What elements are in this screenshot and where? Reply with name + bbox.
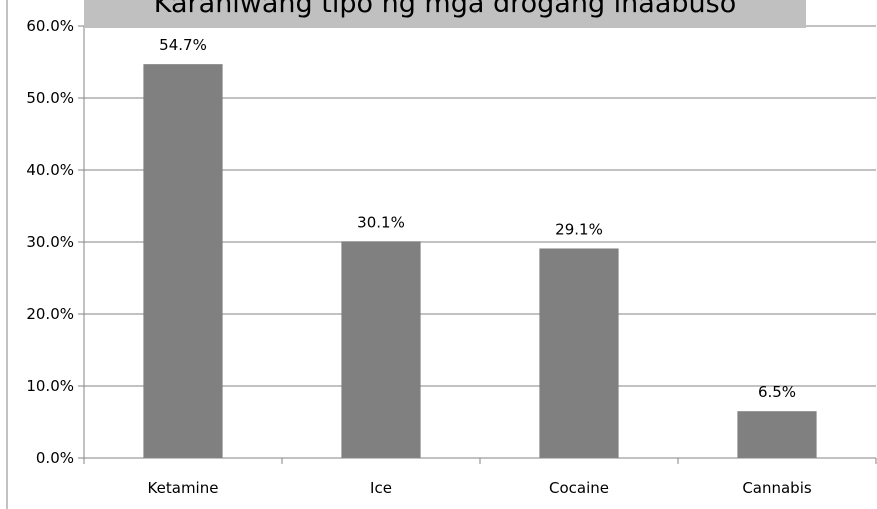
bar-ketamine [143, 64, 223, 458]
y-tick-label-0: 0.0% [36, 449, 74, 467]
y-tick-label-2: 20.0% [26, 305, 74, 323]
data-label-1: 30.1% [357, 213, 405, 231]
axes [6, 0, 877, 509]
data-label-3: 6.5% [758, 383, 796, 401]
category-label-0: Ketamine [148, 479, 219, 497]
data-label-2: 29.1% [555, 220, 603, 238]
y-tick-label-1: 10.0% [26, 377, 74, 395]
bar-cannabis [737, 411, 817, 458]
y-tick-label-4: 40.0% [26, 161, 74, 179]
category-label-3: Cannabis [742, 479, 812, 497]
bars [143, 64, 817, 458]
category-label-1: Ice [370, 479, 392, 497]
y-tick-label-5: 50.0% [26, 89, 74, 107]
category-label-2: Cocaine [549, 479, 609, 497]
y-tick-label-6: 60.0% [26, 17, 74, 35]
y-tick-label-3: 30.0% [26, 233, 74, 251]
chart-title: Karaniwang tipo ng mga drogang inaabuso [154, 0, 736, 19]
bar-cocaine [539, 248, 619, 458]
bar-ice [341, 241, 421, 458]
data-label-0: 54.7% [159, 36, 207, 54]
labels: 0.0% 10.0% 20.0% 30.0% 40.0% 50.0% 60.0% 54.7% K… [26, 17, 812, 497]
chart-title-box [84, 0, 806, 28]
